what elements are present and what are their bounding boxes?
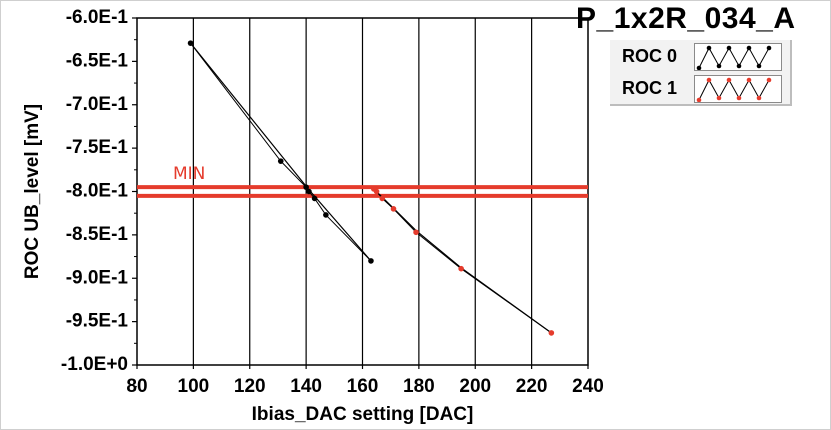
grid-lines: [192, 18, 533, 365]
x-tick-label: 100: [178, 376, 210, 397]
data-point: [379, 195, 386, 202]
data-point: [548, 330, 555, 336]
y-tick-label: -6.0E-1: [66, 7, 129, 28]
data-point: [311, 195, 318, 202]
legend-marker: [736, 95, 742, 101]
legend-marker: [726, 77, 732, 83]
y-axis-label: ROC UB_level [mV]: [22, 104, 43, 279]
legend-swatch-roc1: [694, 75, 782, 103]
legend-marker: [756, 63, 762, 69]
y-tick-label: -1.0E+0: [61, 354, 128, 375]
x-tick-label: 220: [516, 376, 548, 397]
legend-marker: [706, 45, 712, 51]
data-point: [373, 188, 380, 195]
legend-marker: [716, 95, 722, 101]
legend-zigzag: [698, 78, 770, 101]
x-axis-label: Ibias_DAC setting [DAC]: [252, 404, 474, 425]
legend-marker: [746, 77, 752, 83]
fit-line: [190, 42, 372, 262]
legend-marker: [726, 45, 732, 51]
data-point: [323, 212, 329, 218]
legend-line-icon: [696, 45, 772, 71]
legend-marker: [756, 95, 762, 101]
y-tick-label: -6.5E-1: [66, 50, 129, 71]
data-point: [187, 40, 194, 46]
y-tick-label: -7.5E-1: [66, 137, 129, 158]
data-points: [187, 40, 555, 336]
x-tick-label: 240: [572, 376, 604, 397]
x-tick-label: 200: [459, 376, 491, 397]
legend-marker: [716, 63, 722, 69]
x-tick-label: 160: [347, 376, 379, 397]
x-tick-label: 80: [126, 376, 147, 397]
legend-marker: [696, 65, 702, 71]
fit-line: [373, 188, 552, 334]
data-point: [277, 158, 284, 164]
legend-line-icon: [696, 77, 772, 103]
series-line: [373, 188, 552, 334]
x-tick-label: 180: [403, 376, 435, 397]
data-point: [306, 188, 312, 195]
legend-swatch-roc0: [694, 43, 782, 71]
data-point: [368, 258, 374, 264]
chart-title: P_1x2R_034_A: [576, 2, 796, 35]
x-tick-label: 140: [290, 376, 322, 397]
legend-zigzag: [698, 46, 770, 69]
legend-item-roc0: ROC 0: [610, 41, 790, 71]
legend-marker: [766, 77, 772, 83]
data-point: [413, 229, 419, 236]
y-tick-label: -8.0E-1: [66, 181, 129, 202]
legend-label-roc1: ROC 1: [622, 78, 678, 98]
legend-label-roc0: ROC 0: [622, 46, 678, 66]
legend-marker: [736, 63, 742, 69]
y-tick-label: -8.5E-1: [66, 224, 129, 245]
legend-marker: [696, 97, 702, 103]
y-tick-label: -7.0E-1: [66, 94, 129, 115]
x-tick-labels: 80 100 120 140 160 180 200 220 240: [126, 365, 604, 397]
data-point: [390, 206, 397, 212]
legend-marker: [706, 77, 712, 83]
min-annotation: MIN: [173, 164, 205, 184]
x-tick-label: 120: [234, 376, 266, 397]
y-tick-label: -9.5E-1: [66, 311, 129, 332]
data-point: [303, 184, 309, 190]
y-tick-label: -9.0E-1: [66, 267, 129, 288]
threshold-lines: [137, 185, 588, 198]
legend: ROC 0 ROC 1: [610, 40, 792, 106]
legend-marker: [746, 45, 752, 51]
data-point: [458, 265, 464, 272]
y-tick-labels: -6.0E-1 -6.5E-1 -7.0E-1 -7.5E-1 -8.0E-1 -8.5E…: [61, 7, 137, 388]
legend-item-roc1: ROC 1: [610, 73, 790, 103]
legend-marker: [766, 45, 772, 51]
